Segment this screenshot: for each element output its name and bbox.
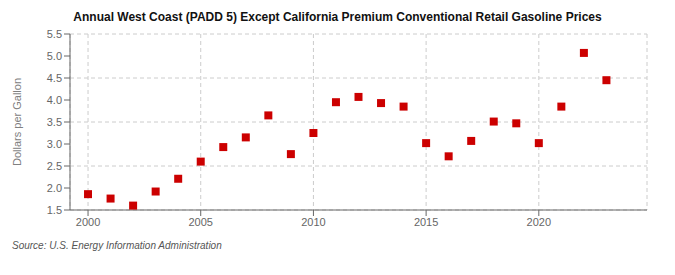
svg-text:2.5: 2.5 (47, 160, 62, 172)
svg-text:4.5: 4.5 (47, 72, 62, 84)
svg-text:2005: 2005 (188, 216, 212, 228)
svg-text:2020: 2020 (527, 216, 551, 228)
svg-text:4.0: 4.0 (47, 94, 62, 106)
svg-text:Dollars per Gallon: Dollars per Gallon (11, 78, 23, 166)
svg-text:5.0: 5.0 (47, 50, 62, 62)
svg-text:2.0: 2.0 (47, 182, 62, 194)
svg-text:5.5: 5.5 (47, 28, 62, 40)
svg-text:3.5: 3.5 (47, 116, 62, 128)
svg-text:1.5: 1.5 (47, 204, 62, 216)
svg-text:2000: 2000 (76, 216, 100, 228)
svg-text:3.0: 3.0 (47, 138, 62, 150)
svg-text:2015: 2015 (414, 216, 438, 228)
html-text:Source: U.S. Energy Informatio: Source: U.S. Energy Information Administ… (12, 240, 222, 251)
svg-text:2010: 2010 (301, 216, 325, 228)
html-text:Annual West Coast (PADD 5) Exc: Annual West Coast (PADD 5) Except Califo… (73, 10, 602, 24)
